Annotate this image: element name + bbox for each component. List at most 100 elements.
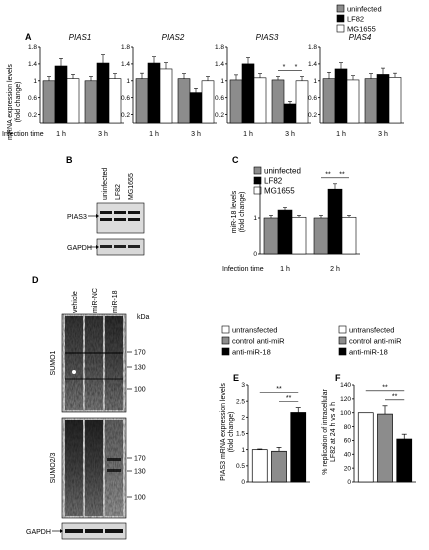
panel-e-ylabel-1: PIAS3 mRNA expression levels [220, 383, 227, 481]
bar [159, 68, 173, 124]
significance-mark: ** [392, 393, 398, 400]
y-tick-label: 1.8 [121, 44, 130, 51]
bar [189, 92, 203, 124]
legend-swatch [253, 166, 262, 175]
panel-d-label: D [32, 275, 39, 285]
y-tick-label: 1 [253, 215, 257, 222]
significance-mark: ** [382, 384, 388, 391]
significance-mark: * [295, 64, 298, 71]
legend-swatch [336, 14, 345, 23]
y-tick-label: 1 [126, 78, 130, 85]
panel-d-lane-3: miR-18 [112, 290, 119, 313]
bar [295, 80, 309, 124]
bar [54, 65, 68, 124]
category-label: 1 h [243, 131, 253, 138]
bar [108, 78, 122, 124]
bar [291, 216, 307, 255]
y-tick-label: 1.8 [28, 44, 37, 51]
panel-b-pias3-label: PIAS3 [67, 214, 87, 221]
category-label: 1 h [56, 131, 66, 138]
bar [388, 77, 402, 124]
category-label: 3 h [98, 131, 108, 138]
bar [66, 78, 80, 124]
legend-swatch [338, 347, 347, 356]
marker-label: 130 [134, 365, 146, 372]
panel-b-lane-2: LF82 [115, 184, 122, 200]
marker-label: 100 [134, 387, 146, 394]
y-tick-label: 0.5 [236, 463, 245, 470]
panel-f-chart: 0 20 40 60 80 100 120 140 ** ** [340, 382, 416, 486]
y-tick-label: 0.6 [121, 95, 130, 102]
significance-mark: * [283, 64, 286, 71]
y-tick-label: 0 [347, 479, 351, 486]
bar [290, 412, 307, 483]
marker-label: 130 [134, 469, 146, 476]
gapdh-bands-b [100, 245, 140, 248]
bar [135, 78, 149, 124]
legend-label: untransfected [232, 326, 277, 335]
legend-swatch [253, 186, 262, 195]
y-tick-label: 60 [344, 438, 352, 445]
bar [271, 450, 287, 483]
bar [271, 79, 285, 124]
y-tick-label: 1 [313, 78, 317, 85]
legend-label: LF82 [264, 177, 283, 186]
y-tick-label: 0 [241, 479, 245, 486]
panel-c-infection-time: Infection time [222, 266, 264, 273]
legend-label: control anti-miR [349, 337, 402, 346]
legend-label: LF82 [347, 15, 364, 24]
chart-title: PIAS1 [69, 33, 92, 42]
significance-mark: ** [286, 395, 292, 402]
legend-label: uninfected [264, 167, 301, 176]
legend-swatch [338, 336, 347, 345]
bar [147, 62, 161, 124]
y-tick-label: 1.4 [28, 61, 37, 68]
y-tick-label: 0.2 [215, 112, 224, 119]
significance-mark: ** [276, 386, 282, 393]
panel-a-charts: PIAS1 0.2 0.6 1 1.4 1.8 1 h 3 h PIAS2 0.2 0.6 1 1.4 1… [28, 33, 404, 138]
y-tick-label: 1 [220, 78, 224, 85]
y-tick-label: 0 [253, 251, 257, 258]
y-tick-label: 100 [340, 410, 351, 417]
y-tick-label: 1 [241, 447, 245, 454]
bar [341, 216, 357, 255]
y-tick-label: 1.5 [236, 431, 245, 438]
y-tick-label: 2.5 [236, 398, 245, 405]
pias-chart-4: PIAS4 0.2 0.6 1 1.4 1.8 1 h 3 h [308, 33, 404, 138]
panel-b-lane-1: uninfected [102, 168, 109, 200]
panel-d-sumo1-label: SUMO1 [50, 350, 57, 375]
y-tick-label: 0.6 [28, 95, 37, 102]
category-label: 3 h [378, 131, 388, 138]
panel-a-infection-time: Infection time [2, 131, 44, 138]
y-tick-label: 0.2 [28, 112, 37, 119]
legend-label: anti-miR-18 [232, 348, 271, 357]
bar [396, 438, 413, 483]
bar [283, 103, 297, 124]
legend-swatch [221, 336, 230, 345]
y-tick-label: 0.6 [215, 95, 224, 102]
bar [42, 80, 56, 124]
panel-d-sumo23-label: SUMO2/3 [50, 453, 57, 484]
y-tick-label: 80 [344, 424, 352, 431]
panel-e-chart: 0 0.5 1 1.5 2 2.5 3 ** ** [236, 382, 310, 486]
legend-label: MG1655 [347, 25, 376, 34]
bar [241, 63, 255, 124]
marker-label: 170 [134, 350, 146, 357]
panel-a-ylabel-2: (fold change) [15, 82, 22, 123]
legend-label: untransfected [349, 326, 394, 335]
chart-title: PIAS2 [162, 33, 185, 42]
marker-label: 170 [134, 456, 146, 463]
bar [96, 62, 110, 124]
y-tick-label: 0.2 [121, 112, 130, 119]
bar [251, 449, 268, 483]
y-tick-label: 1 [33, 78, 37, 85]
category-label: 1 h [336, 131, 346, 138]
panel-c-ylabel-2: (fold change) [239, 192, 246, 233]
y-tick-label: 20 [344, 465, 352, 472]
bar [364, 78, 378, 124]
legend-swatch [336, 24, 345, 33]
y-tick-label: 1.4 [215, 61, 224, 68]
bar [84, 80, 98, 124]
category-label: 2 h [330, 266, 340, 273]
